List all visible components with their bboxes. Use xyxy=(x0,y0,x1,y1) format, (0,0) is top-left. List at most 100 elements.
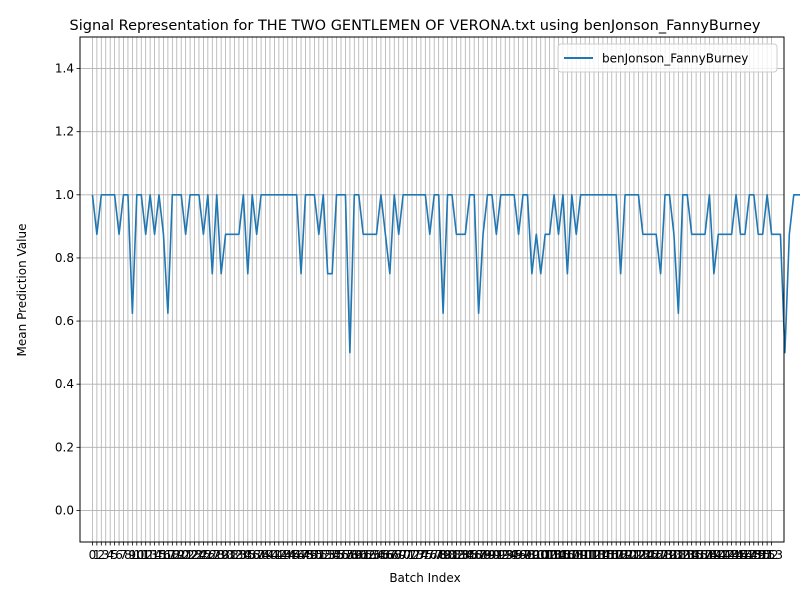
x-tick-label: 128 xyxy=(649,548,672,562)
series-line xyxy=(91,194,800,354)
x-tick-label: 59 xyxy=(347,548,362,562)
x-tick-label: 60 xyxy=(351,548,366,562)
x-tick-label: 76 xyxy=(422,548,437,562)
x-tick-label: 42 xyxy=(271,548,286,562)
x-tick-label: 150 xyxy=(747,548,770,562)
x-tick-label: 153 xyxy=(760,548,783,562)
x-axis-ticks: 0123456789101112131415161718192021222324… xyxy=(89,542,783,562)
x-tick-label: 9 xyxy=(129,548,137,562)
x-tick-label: 99 xyxy=(524,548,539,562)
x-tick-label: 11 xyxy=(134,548,149,562)
x-tick-label: 79 xyxy=(435,548,450,562)
x-tick-label: 12 xyxy=(138,548,153,562)
plot-frame xyxy=(79,36,785,543)
x-tick-label: 69 xyxy=(391,548,406,562)
x-tick-label: 135 xyxy=(680,548,703,562)
x-tick-label: 7 xyxy=(120,548,128,562)
x-tick-label: 81 xyxy=(444,548,459,562)
x-tick-label: 43 xyxy=(276,548,291,562)
x-tick-label: 115 xyxy=(591,548,614,562)
x-tick-label: 40 xyxy=(262,548,277,562)
x-tick-label: 36 xyxy=(245,548,260,562)
series-layer xyxy=(91,194,800,354)
x-tick-label: 35 xyxy=(240,548,255,562)
x-tick-label: 48 xyxy=(298,548,313,562)
x-tick-label: 1 xyxy=(93,548,101,562)
x-tick-label: 33 xyxy=(231,548,246,562)
x-tick-label: 100 xyxy=(525,548,548,562)
x-tick-label: 127 xyxy=(645,548,668,562)
x-tick-label: 62 xyxy=(360,548,375,562)
y-tick-label: 1.0 xyxy=(55,188,74,202)
x-tick-label: 120 xyxy=(614,548,637,562)
x-tick-label: 8 xyxy=(124,548,132,562)
x-tick-label: 129 xyxy=(654,548,677,562)
x-tick-label: 122 xyxy=(623,548,646,562)
x-tick-label: 6 xyxy=(115,548,123,562)
legend-box xyxy=(557,43,778,73)
x-tick-label: 37 xyxy=(249,548,264,562)
x-tick-label: 17 xyxy=(160,548,175,562)
x-tick-label: 143 xyxy=(716,548,739,562)
x-tick-label: 118 xyxy=(605,548,628,562)
x-tick-label: 19 xyxy=(169,548,184,562)
x-tick-label: 131 xyxy=(662,548,685,562)
x-tick-label: 95 xyxy=(506,548,521,562)
x-tick-label: 53 xyxy=(320,548,335,562)
x-tick-label: 121 xyxy=(618,548,641,562)
x-gridlines xyxy=(92,37,772,542)
x-tick-label: 10 xyxy=(129,548,144,562)
x-tick-label: 23 xyxy=(187,548,202,562)
x-tick-label: 106 xyxy=(551,548,574,562)
x-tick-label: 16 xyxy=(156,548,171,562)
x-tick-label: 74 xyxy=(413,548,428,562)
x-tick-label: 96 xyxy=(511,548,526,562)
x-tick-label: 97 xyxy=(515,548,530,562)
x-tick-label: 132 xyxy=(667,548,690,562)
x-tick-label: 20 xyxy=(174,548,189,562)
x-tick-label: 29 xyxy=(214,548,229,562)
x-tick-label: 126 xyxy=(640,548,663,562)
legend: benJonson_FannyBurney xyxy=(557,43,778,73)
x-tick-label: 80 xyxy=(440,548,455,562)
x-tick-label: 86 xyxy=(467,548,482,562)
x-tick-label: 4 xyxy=(106,548,114,562)
x-tick-label: 125 xyxy=(636,548,659,562)
x-tick-label: 44 xyxy=(280,548,295,562)
plot-area xyxy=(80,37,784,542)
x-tick-label: 38 xyxy=(253,548,268,562)
x-tick-label: 152 xyxy=(756,548,779,562)
x-tick-label: 14 xyxy=(147,548,162,562)
chart-title: Signal Representation for THE TWO GENTLE… xyxy=(70,18,761,34)
x-tick-label: 71 xyxy=(400,548,415,562)
x-tick-label: 101 xyxy=(529,548,552,562)
x-tick-label: 102 xyxy=(534,548,557,562)
x-tick-label: 73 xyxy=(409,548,424,562)
x-tick-label: 108 xyxy=(560,548,583,562)
x-tick-label: 88 xyxy=(475,548,490,562)
y-axis-ticks: 0.0 0.2 0.4 0.6 0.8 1.0 1.2 1.4 xyxy=(55,62,80,517)
x-tick-label: 85 xyxy=(462,548,477,562)
x-tick-label: 145 xyxy=(725,548,748,562)
x-tick-label: 0 xyxy=(89,548,97,562)
y-tick-label: 0.8 xyxy=(55,251,74,265)
y-tick-label: 1.2 xyxy=(55,125,74,139)
x-tick-label: 141 xyxy=(707,548,730,562)
x-tick-label: 91 xyxy=(489,548,504,562)
x-tick-label: 56 xyxy=(333,548,348,562)
x-tick-label: 21 xyxy=(178,548,193,562)
x-tick-label: 58 xyxy=(342,548,357,562)
x-tick-label: 124 xyxy=(631,548,654,562)
x-tick-label: 5 xyxy=(111,548,119,562)
x-tick-label: 55 xyxy=(329,548,344,562)
x-tick-label: 134 xyxy=(676,548,699,562)
x-tick-label: 31 xyxy=(222,548,237,562)
x-tick-label: 3 xyxy=(102,548,110,562)
x-tick-label: 78 xyxy=(431,548,446,562)
x-tick-label: 114 xyxy=(587,548,610,562)
x-tick-label: 144 xyxy=(720,548,743,562)
x-tick-label: 110 xyxy=(569,548,592,562)
x-tick-label: 147 xyxy=(733,548,756,562)
x-tick-label: 54 xyxy=(324,548,339,562)
